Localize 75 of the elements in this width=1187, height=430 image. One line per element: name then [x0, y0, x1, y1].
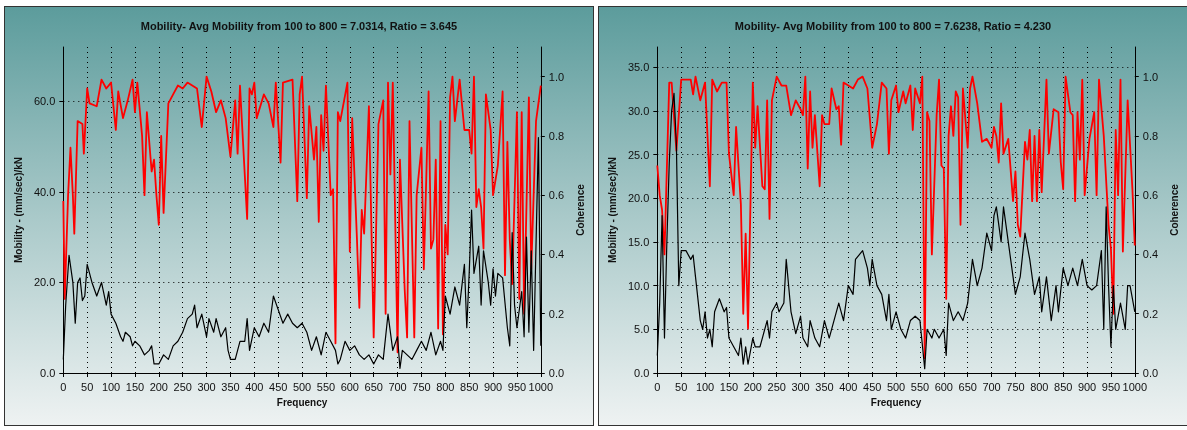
x-tick-label: 300 — [197, 380, 216, 393]
y-tick-label: 20.0 — [627, 192, 650, 205]
y2-tick-label: 1.0 — [548, 70, 565, 83]
x-tick-label: 250 — [173, 380, 192, 393]
x-tick-label: 600 — [340, 380, 359, 393]
x-tick-label: 300 — [791, 380, 810, 393]
x-tick-label: 450 — [269, 380, 288, 393]
x-tick-label: 400 — [245, 380, 264, 393]
y-tick-label: 10.0 — [627, 279, 650, 292]
x-tick-label: 350 — [815, 380, 834, 393]
y-tick-label: 25.0 — [627, 148, 650, 161]
x-tick-label: 200 — [149, 380, 168, 393]
y2-tick-label: 0.6 — [1142, 189, 1159, 202]
x-tick-label: 500 — [886, 380, 906, 393]
x-tick-label: 900 — [1077, 380, 1097, 393]
x-tick-label: 0 — [60, 380, 67, 393]
x-tick-label: 150 — [719, 380, 739, 393]
y-tick-label: 5.0 — [634, 323, 650, 336]
x-tick-label: 50 — [81, 380, 94, 393]
x-tick-label: 1000 — [1122, 380, 1148, 393]
x-tick-label: 800 — [1030, 380, 1049, 393]
line-series — [62, 75, 542, 354]
y2-tick-label: 0.8 — [548, 129, 565, 142]
x-tick-label: 700 — [982, 380, 1001, 393]
y2-tick-label: 1.0 — [1142, 70, 1159, 83]
x-tick-label: 150 — [125, 380, 145, 393]
y-tick-label: 60.0 — [33, 95, 56, 108]
x-tick-label: 750 — [412, 380, 431, 393]
chart-title: Mobility- Avg Mobility from 100 to 800 = 7.0314, Ratio = 3.645 — [140, 19, 458, 32]
y-tick-label: 30.0 — [627, 104, 650, 117]
y2-tick-label: 0.0 — [1142, 367, 1159, 379]
y2-axis-title: Coherence — [1168, 183, 1180, 236]
x-tick-label: 550 — [910, 380, 930, 393]
y2-tick-label: 0.2 — [1142, 307, 1159, 320]
y2-tick-label: 0.8 — [1142, 129, 1159, 142]
x-tick-label: 100 — [101, 380, 121, 393]
x-tick-label: 600 — [934, 380, 953, 393]
x-axis-title: Frequency — [870, 396, 922, 408]
y2-tick-label: 0.6 — [548, 189, 565, 202]
y-axis-title: Mobility - (mm/sec)/kN — [12, 156, 24, 264]
y2-tick-label: 0.2 — [548, 307, 565, 320]
x-tick-label: 900 — [483, 380, 503, 393]
x-tick-label: 650 — [958, 380, 977, 393]
y2-axis-title: Coherence — [574, 183, 586, 236]
y-tick-label: 0.0 — [40, 367, 56, 379]
x-tick-label: 0 — [654, 380, 661, 393]
y2-tick-label: 0.0 — [548, 367, 565, 379]
x-tick-label: 200 — [743, 380, 762, 393]
x-tick-label: 550 — [316, 380, 336, 393]
y-tick-label: 0.0 — [634, 367, 650, 379]
x-tick-label: 850 — [1054, 380, 1073, 393]
x-tick-label: 100 — [695, 380, 715, 393]
y-tick-label: 35.0 — [627, 61, 650, 74]
x-tick-label: 500 — [292, 380, 312, 393]
y2-tick-label: 0.4 — [1142, 248, 1159, 261]
x-tick-label: 400 — [839, 380, 858, 393]
x-tick-label: 50 — [675, 380, 688, 393]
chart-title: Mobility- Avg Mobility from 100 to 800 = 7.6238, Ratio = 4.230 — [734, 19, 1052, 32]
x-tick-label: 700 — [388, 380, 407, 393]
x-tick-label: 250 — [767, 380, 786, 393]
x-axis-title: Frequency — [276, 396, 328, 408]
x-tick-label: 650 — [364, 380, 383, 393]
y-tick-label: 40.0 — [33, 185, 56, 198]
x-tick-label: 350 — [221, 380, 240, 393]
x-tick-label: 750 — [1006, 380, 1025, 393]
y2-tick-label: 0.4 — [548, 248, 565, 261]
y-axis-title: Mobility - (mm/sec)/kN — [606, 156, 618, 264]
y-tick-label: 20.0 — [33, 276, 56, 289]
x-tick-label: 950 — [507, 380, 527, 393]
x-tick-label: 450 — [863, 380, 882, 393]
x-tick-label: 800 — [436, 380, 455, 393]
x-tick-label: 950 — [1101, 380, 1121, 393]
x-tick-label: 1000 — [528, 380, 554, 393]
x-tick-label: 850 — [460, 380, 479, 393]
y-tick-label: 15.0 — [627, 235, 650, 248]
